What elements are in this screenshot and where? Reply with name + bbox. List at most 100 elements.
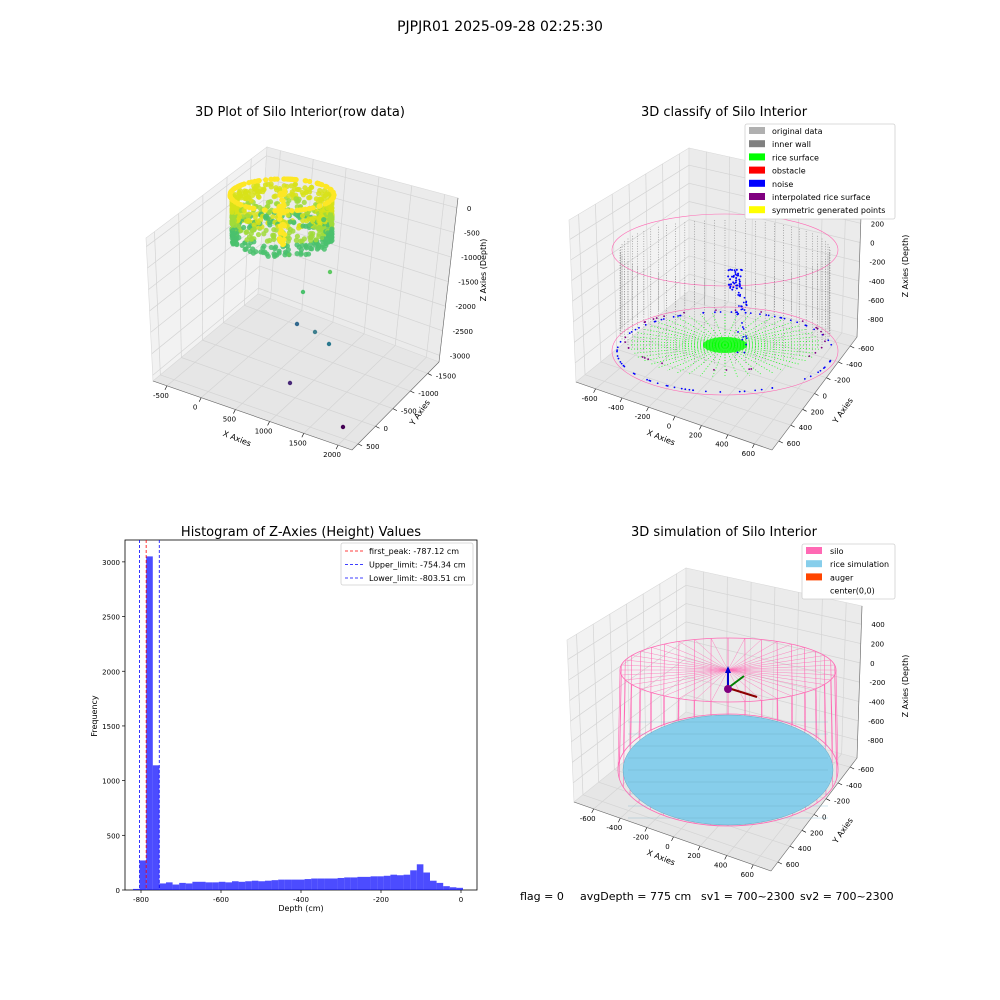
raw-point — [251, 222, 257, 228]
y-tick-mark — [410, 390, 415, 394]
y-gridline-left — [223, 177, 228, 323]
y-tick-mark — [813, 814, 819, 817]
silo-wall-line — [761, 639, 763, 717]
noise-point — [679, 314, 681, 317]
noise-point — [677, 315, 679, 317]
histogram-bar — [350, 877, 358, 890]
raw-point — [229, 221, 235, 227]
z-tick-label: 200 — [871, 641, 884, 649]
noise-point — [728, 283, 731, 286]
noise-point — [729, 285, 732, 288]
raw-point — [316, 225, 322, 231]
silo-wall-line — [835, 669, 839, 771]
y-tick-label: 0 — [383, 425, 387, 433]
noise-point — [738, 280, 741, 283]
silo-roof-line — [664, 643, 729, 671]
noise-point — [809, 375, 812, 378]
silo-wall-line — [623, 660, 626, 753]
y-tick-label: 400 — [798, 845, 811, 853]
histogram-bar — [192, 881, 199, 890]
center-marker — [724, 685, 732, 693]
y-gridline-left — [202, 195, 204, 341]
x-tick-mark — [646, 407, 649, 412]
noise-point — [742, 336, 745, 338]
noise-point — [741, 322, 743, 324]
noise-point — [738, 390, 741, 393]
x-tick-mark — [267, 421, 270, 426]
x-gridline-back — [394, 185, 413, 346]
raw-outlier-point — [300, 289, 306, 295]
y-axis-label: Y Axies — [830, 396, 855, 426]
legend-swatch — [806, 547, 822, 554]
raw-outlier-point — [286, 252, 292, 258]
x-gridline — [337, 356, 427, 446]
noise-point — [617, 357, 620, 360]
raw-point — [270, 234, 277, 240]
y-gridline — [202, 339, 394, 409]
x-tick-mark — [644, 827, 648, 832]
z-gridline-left — [567, 584, 687, 660]
x-tick-label: -200 — [633, 834, 649, 842]
noise-point — [660, 318, 663, 321]
histogram-bar — [218, 881, 226, 890]
raw-point — [229, 203, 235, 209]
noise-point — [719, 311, 722, 313]
avg-depth-text: avgDepth = 775 cm — [580, 890, 691, 903]
silo-roof-line — [621, 664, 729, 671]
noise-point — [742, 301, 745, 304]
silo-wall-line — [830, 660, 833, 753]
raw-point — [254, 191, 260, 197]
noise-point — [729, 268, 732, 271]
noise-point — [737, 291, 740, 294]
histogram-bar — [199, 881, 206, 890]
z-axis-line — [438, 197, 459, 363]
status-footer: flag = 0 avgDepth = 775 cm sv1 = 700~230… — [520, 890, 894, 903]
z-gridline — [685, 676, 859, 722]
silo-roof-line — [727, 659, 831, 671]
noise-point — [736, 284, 739, 287]
noise-point — [638, 326, 640, 329]
z-gridline — [685, 694, 858, 741]
legend-swatch — [749, 206, 765, 214]
raw-point-top — [307, 205, 313, 212]
raw-point — [309, 246, 315, 252]
z-gridline-left — [570, 183, 690, 261]
silo-roof-line — [727, 669, 825, 685]
z-tick-label: -3000 — [450, 352, 470, 360]
raw-point — [298, 250, 304, 256]
raw-point — [247, 188, 254, 194]
raw-point — [324, 191, 330, 198]
x-tick-label: -600 — [582, 395, 598, 403]
raw-point-top — [241, 181, 247, 187]
interpolated-point — [643, 357, 646, 359]
histogram-bar — [185, 883, 193, 890]
x-tick-label: 200 — [687, 852, 700, 860]
rice-surface-ray — [688, 344, 726, 375]
raw-point-column — [280, 207, 286, 214]
raw-point — [272, 253, 278, 259]
noise-point — [737, 312, 740, 315]
x-tick-label: -600 — [580, 815, 596, 823]
raw-point — [272, 193, 279, 199]
rice-surface-ray — [642, 328, 726, 346]
legend-label: noise — [772, 180, 793, 189]
histogram-bar — [271, 880, 279, 890]
raw-scatter-points — [227, 176, 346, 430]
y-tick-label: -200 — [834, 798, 850, 806]
histogram-plot: -800 -600 -400 -200 0 0 500 1000 1500 2000 2500 300… — [102, 539, 478, 904]
interpolated-point — [815, 326, 818, 329]
noise-point — [745, 337, 748, 340]
z-gridline — [266, 155, 457, 209]
raw-point-top — [228, 189, 234, 195]
raw-point — [252, 214, 258, 220]
z-gridline — [685, 603, 861, 644]
raw-point — [307, 194, 313, 201]
raw-point-top — [292, 176, 298, 183]
raw-point — [229, 230, 235, 237]
raw-point — [273, 185, 279, 191]
y-tick-label: -400 — [846, 782, 862, 790]
raw-point — [292, 181, 299, 187]
y-tick-label: -600 — [858, 345, 874, 353]
raw-point — [287, 219, 293, 225]
silo-roof-line — [727, 643, 792, 671]
